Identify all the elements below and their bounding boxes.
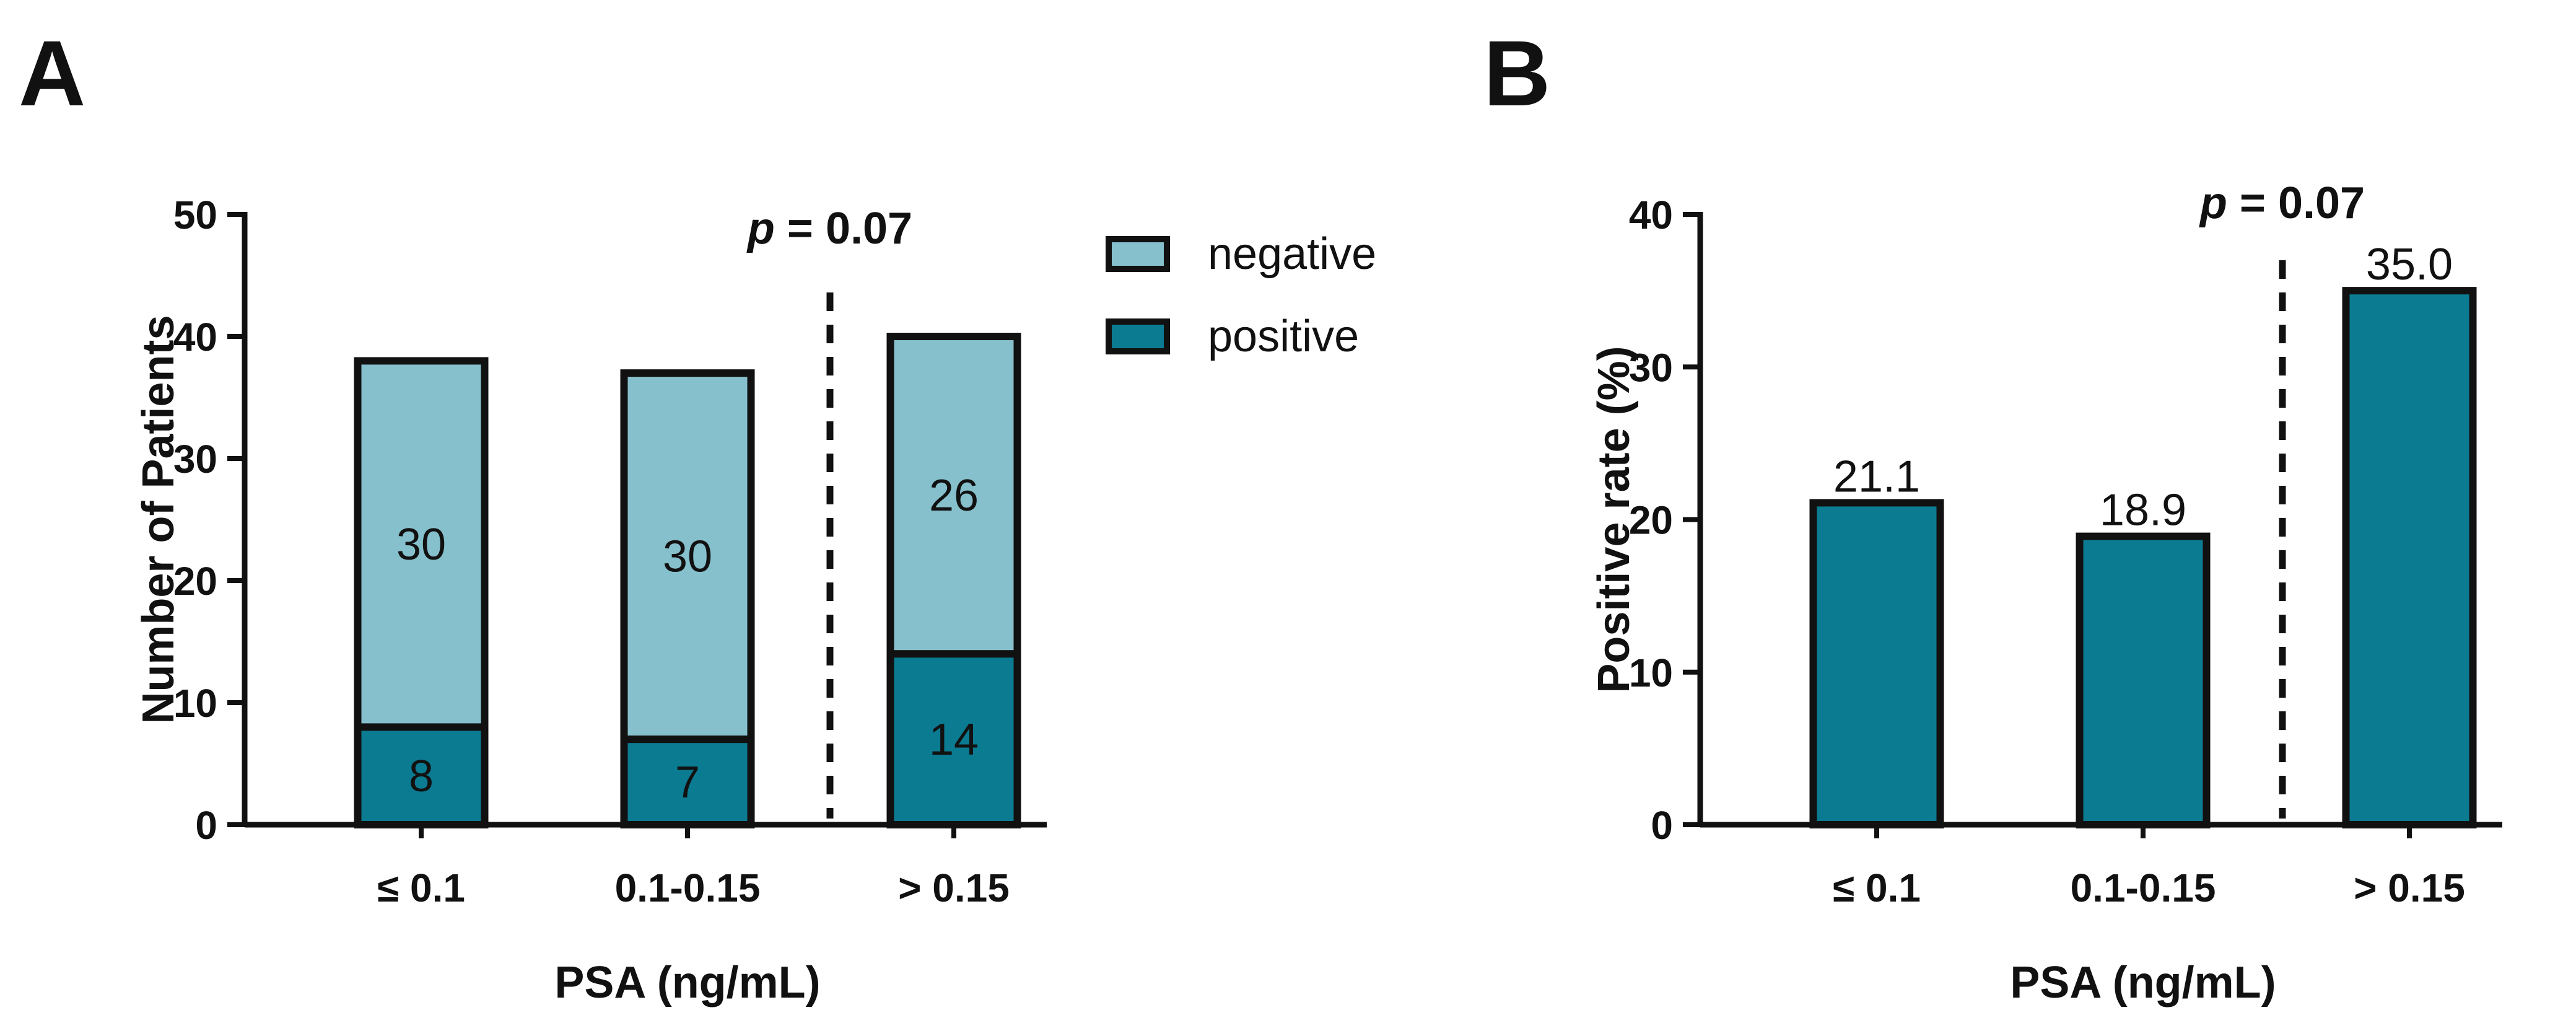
x-tick-label: ≤ 0.1 bbox=[377, 866, 465, 910]
p-value-symbol: p bbox=[746, 204, 775, 253]
bar-value-label: 30 bbox=[396, 520, 446, 569]
p-value-text: = 0.07 bbox=[2227, 178, 2365, 228]
bar-value-label: 18.9 bbox=[2100, 486, 2186, 535]
x-axis-title: PSA (ng/mL) bbox=[2010, 958, 2276, 1008]
y-tick-label: 30 bbox=[173, 437, 217, 481]
bar bbox=[2342, 287, 2477, 828]
x-tick-label: > 0.15 bbox=[2354, 866, 2465, 910]
bar-value-label: 7 bbox=[675, 758, 700, 807]
p-value-annotation: p = 0.07 bbox=[2199, 178, 2365, 228]
bar-value-label: 26 bbox=[929, 471, 979, 520]
y-tick-label: 30 bbox=[1629, 345, 1673, 390]
x-tick-label: > 0.15 bbox=[898, 866, 1010, 910]
panel-b: B Positive rate (%) PSA (ng/mL) 21.1 ≤ 0.1 18… bbox=[1483, 21, 2502, 1008]
bar bbox=[1809, 499, 1944, 828]
bar-negative bbox=[886, 333, 1021, 658]
panel-letter: A bbox=[19, 21, 85, 125]
y-axis-title: Positive rate (%) bbox=[1589, 346, 1639, 693]
p-value-text: = 0.07 bbox=[775, 204, 912, 253]
bar-value-label: 35.0 bbox=[2366, 240, 2453, 289]
bar bbox=[2076, 532, 2211, 829]
y-axis-title: Number of Patients bbox=[134, 315, 183, 724]
y-tick-label: 0 bbox=[195, 803, 217, 848]
p-value-symbol: p bbox=[2199, 178, 2227, 228]
y-tick-label: 0 bbox=[1651, 803, 1673, 848]
x-tick-label: 0.1-0.15 bbox=[615, 866, 761, 910]
bar-negative bbox=[354, 357, 489, 731]
y-tick-label: 40 bbox=[1629, 193, 1673, 237]
y-tick-label: 20 bbox=[173, 559, 217, 604]
bar-value-label: 30 bbox=[663, 532, 712, 582]
x-tick-label: ≤ 0.1 bbox=[1833, 866, 1921, 910]
panel-a: A Number of Patients PSA (ng/mL) 8 30 ≤ 0.1 7 3… bbox=[19, 21, 1376, 1008]
bar-value-label: 8 bbox=[409, 752, 434, 801]
bar-negative bbox=[620, 369, 755, 744]
p-value-annotation: p = 0.07 bbox=[746, 204, 912, 253]
x-tick-label: 0.1-0.15 bbox=[2071, 866, 2216, 910]
x-axis-title: PSA (ng/mL) bbox=[554, 958, 820, 1008]
y-tick-label: 10 bbox=[1629, 651, 1673, 695]
bar-value-label: 14 bbox=[929, 715, 979, 765]
y-tick-label: 20 bbox=[1629, 498, 1673, 543]
panel-letter: B bbox=[1483, 21, 1550, 125]
legend-swatch-positive bbox=[1106, 318, 1170, 354]
y-tick-label: 50 bbox=[173, 193, 217, 237]
y-tick-label: 40 bbox=[173, 315, 217, 359]
legend-label-negative: negative bbox=[1208, 229, 1376, 279]
y-tick-label: 10 bbox=[173, 681, 217, 726]
legend-swatch-negative bbox=[1106, 236, 1170, 272]
bar-value-label: 21.1 bbox=[1833, 452, 1920, 501]
legend-label-positive: positive bbox=[1208, 312, 1359, 361]
